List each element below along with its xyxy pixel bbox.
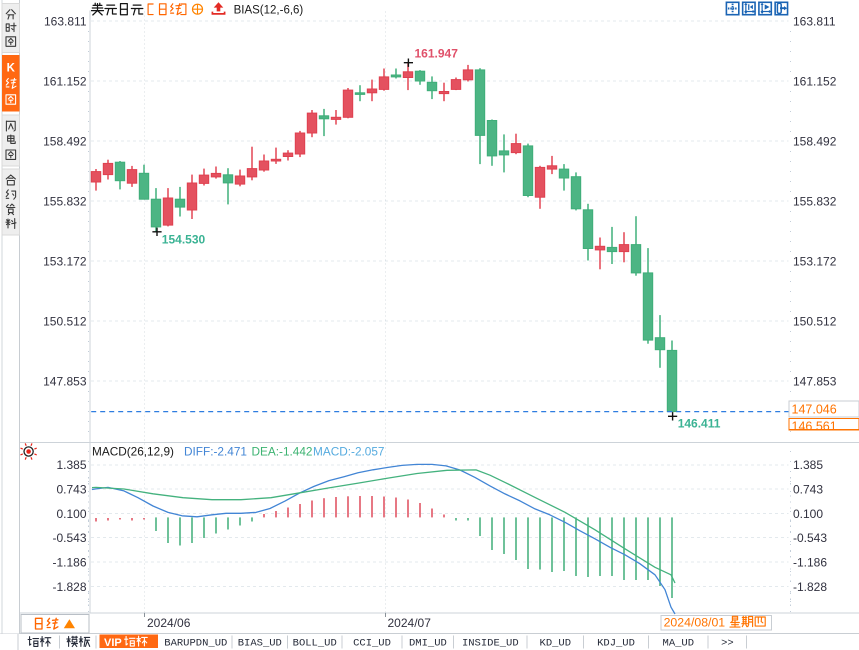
svg-text:-1.828: -1.828 bbox=[52, 580, 86, 594]
svg-text:VIP: VIP bbox=[104, 637, 122, 649]
svg-text:158.492: 158.492 bbox=[43, 134, 87, 148]
svg-text:DEA:-1.442: DEA:-1.442 bbox=[252, 444, 313, 458]
svg-text:BIAS(12,-6,6): BIAS(12,-6,6) bbox=[234, 5, 304, 17]
svg-text:KDJ_UD: KDJ_UD bbox=[597, 638, 635, 650]
svg-text:MA_UD: MA_UD bbox=[663, 638, 695, 650]
svg-text:K: K bbox=[7, 62, 16, 74]
svg-text:147.853: 147.853 bbox=[793, 374, 837, 388]
svg-text:0.743: 0.743 bbox=[56, 483, 86, 497]
svg-text:MACD:-2.057: MACD:-2.057 bbox=[313, 444, 384, 458]
svg-text:161.152: 161.152 bbox=[43, 74, 87, 88]
svg-text:INSIDE_UD: INSIDE_UD bbox=[462, 638, 519, 650]
svg-text:DMI_UD: DMI_UD bbox=[409, 638, 447, 650]
svg-text:0.100: 0.100 bbox=[793, 507, 823, 521]
svg-text:BOLL_UD: BOLL_UD bbox=[293, 638, 337, 650]
svg-text:0.743: 0.743 bbox=[793, 483, 823, 497]
svg-text:BARUPDN_UD: BARUPDN_UD bbox=[164, 638, 227, 650]
svg-text:1.385: 1.385 bbox=[56, 458, 86, 472]
svg-text:DIFF:-2.471: DIFF:-2.471 bbox=[184, 444, 247, 458]
svg-text:146.411: 146.411 bbox=[678, 417, 721, 431]
svg-text:0.100: 0.100 bbox=[56, 507, 86, 521]
svg-text:161.152: 161.152 bbox=[793, 74, 837, 88]
svg-text:2024/06: 2024/06 bbox=[147, 616, 191, 630]
svg-text:163.811: 163.811 bbox=[793, 14, 836, 28]
svg-text:150.512: 150.512 bbox=[43, 314, 87, 328]
svg-text:161.947: 161.947 bbox=[415, 47, 459, 61]
svg-text:BIAS_UD: BIAS_UD bbox=[238, 638, 282, 650]
svg-text:153.172: 153.172 bbox=[793, 254, 837, 268]
svg-text:155.832: 155.832 bbox=[793, 194, 837, 208]
svg-text:-0.543: -0.543 bbox=[793, 531, 827, 545]
svg-text:KD_UD: KD_UD bbox=[540, 638, 572, 650]
svg-text:150.512: 150.512 bbox=[793, 314, 837, 328]
svg-text:147.046: 147.046 bbox=[792, 402, 837, 416]
svg-text:163.811: 163.811 bbox=[44, 14, 87, 28]
svg-text:MACD(26,12,9): MACD(26,12,9) bbox=[92, 444, 174, 458]
svg-text:154.530: 154.530 bbox=[162, 233, 206, 247]
svg-text:158.492: 158.492 bbox=[793, 134, 837, 148]
svg-text:-1.186: -1.186 bbox=[793, 555, 827, 569]
svg-text:155.832: 155.832 bbox=[43, 194, 87, 208]
svg-text:-0.543: -0.543 bbox=[52, 531, 86, 545]
svg-text:2024/07: 2024/07 bbox=[388, 616, 432, 630]
svg-text:>>: >> bbox=[721, 638, 734, 650]
svg-text:-1.186: -1.186 bbox=[52, 555, 86, 569]
svg-text:2024/08/01: 2024/08/01 bbox=[664, 616, 726, 630]
svg-text:1.385: 1.385 bbox=[793, 458, 823, 472]
svg-text:147.853: 147.853 bbox=[43, 374, 87, 388]
svg-text:-1.828: -1.828 bbox=[793, 580, 827, 594]
svg-text:153.172: 153.172 bbox=[43, 254, 87, 268]
svg-text:146.561: 146.561 bbox=[792, 420, 837, 434]
svg-text:CCI_UD: CCI_UD bbox=[353, 638, 391, 650]
